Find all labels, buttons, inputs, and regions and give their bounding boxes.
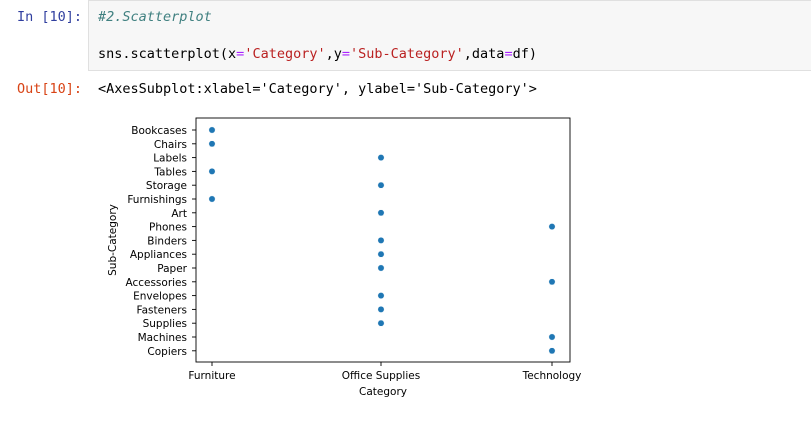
scatter-point bbox=[377, 305, 385, 313]
y-tick-label: Tables bbox=[153, 166, 187, 178]
y-tick-label: Copiers bbox=[147, 346, 187, 358]
x-tick-label: Technology bbox=[522, 370, 582, 382]
scatter-point bbox=[377, 154, 385, 162]
code-token: df) bbox=[512, 46, 537, 62]
code-operator: = bbox=[341, 46, 350, 62]
output-prompt: Out[10]: bbox=[17, 81, 83, 97]
scatter-point bbox=[548, 223, 556, 231]
code-operator: = bbox=[504, 46, 513, 62]
y-tick-label: Machines bbox=[138, 332, 187, 344]
y-tick-label: Envelopes bbox=[133, 291, 187, 303]
x-tick-label: Furniture bbox=[188, 370, 235, 382]
y-tick-label: Paper bbox=[157, 263, 187, 275]
input-prompt: In [10]: bbox=[17, 9, 83, 25]
scatter-point bbox=[208, 140, 216, 148]
y-tick-label: Accessories bbox=[125, 277, 187, 289]
code-operator: = bbox=[236, 46, 245, 62]
y-tick-label: Binders bbox=[147, 235, 187, 247]
scatter-point bbox=[377, 236, 385, 244]
y-tick-label: Appliances bbox=[130, 249, 187, 261]
y-tick-label: Supplies bbox=[143, 318, 187, 330]
code-token: sns.scatterplot(x bbox=[98, 46, 237, 62]
scatter-point bbox=[377, 209, 385, 217]
y-tick-label: Art bbox=[171, 208, 187, 220]
scatter-point bbox=[377, 250, 385, 258]
scatter-point bbox=[377, 181, 385, 189]
output-text: <AxesSubplot:xlabel='Category', ylabel='… bbox=[98, 81, 537, 97]
scatter-point bbox=[208, 167, 216, 175]
y-tick-label: Phones bbox=[149, 222, 187, 234]
code-string: 'Category' bbox=[244, 46, 326, 62]
code-token: ,data bbox=[463, 46, 505, 62]
code-comment: #2.Scatterplot bbox=[98, 9, 212, 25]
scatter-point bbox=[208, 126, 216, 134]
scatter-point bbox=[377, 264, 385, 272]
x-tick-label: Office Supplies bbox=[342, 370, 420, 382]
y-tick-label: Furnishings bbox=[127, 194, 187, 206]
y-axis-label: Sub-Category bbox=[107, 204, 119, 276]
scatter-point bbox=[548, 347, 556, 355]
scatter-point bbox=[548, 333, 556, 341]
y-tick-label: Fasteners bbox=[137, 304, 187, 316]
scatter-point bbox=[377, 292, 385, 300]
scatter-point bbox=[548, 278, 556, 286]
code-line: sns.scatterplot(x='Category',y='Sub-Cate… bbox=[98, 46, 537, 62]
code-cell-input[interactable]: #2.Scatterplot sns.scatterplot(x='Catego… bbox=[88, 0, 811, 71]
scatter-point bbox=[377, 319, 385, 327]
y-tick-label: Bookcases bbox=[131, 125, 187, 137]
scatter-point bbox=[208, 195, 216, 203]
y-tick-label: Labels bbox=[153, 153, 187, 165]
code-token: ,y bbox=[325, 46, 342, 62]
x-axis-label: Category bbox=[359, 386, 407, 398]
y-tick-label: Chairs bbox=[154, 139, 187, 151]
code-string: 'Sub-Category' bbox=[350, 46, 464, 62]
y-tick-label: Storage bbox=[146, 180, 187, 192]
